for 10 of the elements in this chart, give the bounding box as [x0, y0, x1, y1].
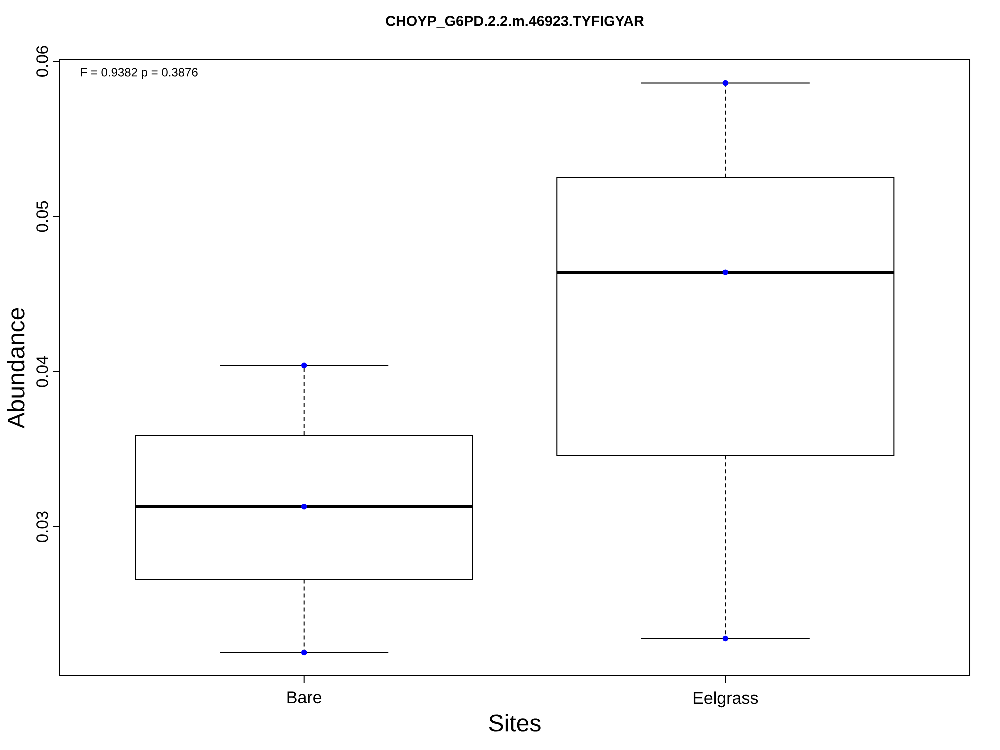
- y-axis-title: Abundance: [7, 308, 25, 429]
- annotation: F = 0.9382 p = 0.3876: [81, 68, 198, 80]
- y-tick-label: 0.03: [36, 512, 48, 542]
- y-tick-label: 0.05: [36, 201, 48, 232]
- y-tick-label: 0.04: [36, 356, 48, 388]
- y-tick-label: 0.06: [36, 46, 48, 77]
- x-tick-label: Bare: [288, 692, 322, 704]
- x-axis-title: Sites: [489, 714, 541, 732]
- chart-title: CHOYP_G6PD.2.2.m.46923.TYFIGYAR: [386, 16, 644, 28]
- x-tick-label: Eelgrass: [694, 692, 758, 708]
